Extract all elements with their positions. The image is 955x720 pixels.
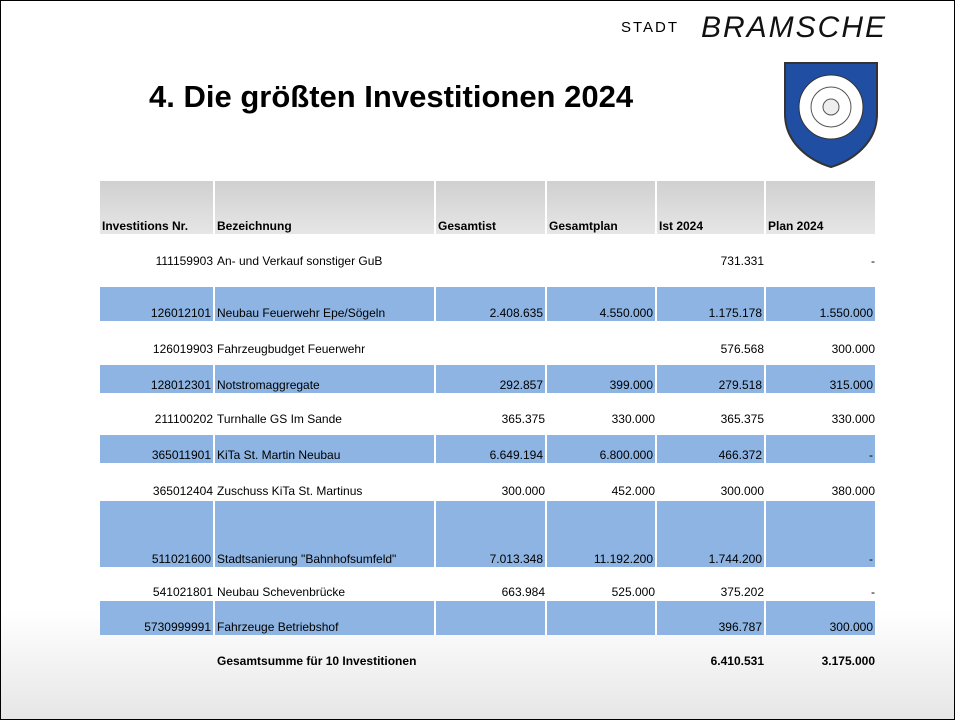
- table-cell: 111159903: [155, 254, 213, 268]
- slide-title: 4. Die größten Investitionen 2024: [149, 79, 634, 114]
- table-cell: [547, 337, 657, 357]
- table-cell: 663.984: [501, 585, 545, 599]
- total-cell: 3.175.000: [821, 654, 875, 668]
- table-cell: 6.800.000: [547, 435, 657, 463]
- table-cell: 1.744.200: [657, 501, 766, 567]
- table-cell: 330.000: [831, 412, 875, 426]
- table-cell: 128012301: [100, 365, 215, 393]
- table-cell: [436, 601, 547, 635]
- table-cell: [547, 247, 657, 269]
- table-cell: Notstromaggregate: [215, 365, 436, 393]
- table-cell: 7.013.348: [436, 501, 547, 567]
- table-cell: 126019903: [152, 342, 213, 356]
- table-cell: 511021600: [100, 501, 215, 567]
- table-cell: 11.192.200: [547, 501, 657, 567]
- table-cell: 5730999991: [100, 601, 215, 635]
- table-cell: 315.000: [766, 365, 877, 393]
- table-cell: 1.175.178: [657, 287, 766, 321]
- table-cell: 365.375: [501, 412, 545, 426]
- table-cell: -: [871, 585, 875, 599]
- table-cell: 466.372: [657, 435, 766, 463]
- table-cell: 380.000: [831, 484, 875, 498]
- table-cell: 4.550.000: [547, 287, 657, 321]
- table-cell: 525.000: [611, 585, 655, 599]
- table-cell: 731.331: [720, 254, 764, 268]
- table-cell: 126012101: [100, 287, 215, 321]
- table-cell: 211100202: [154, 412, 213, 426]
- column-header: Investitions Nr.: [100, 181, 215, 234]
- table-cell: 292.857: [436, 365, 547, 393]
- table-cell: Fahrzeuge Betriebshof: [215, 601, 436, 635]
- table-cell: [436, 247, 547, 269]
- table-cell: Zuschuss KiTa St. Martinus: [217, 484, 363, 498]
- table-cell: -: [766, 435, 877, 463]
- table-cell: 6.649.194: [436, 435, 547, 463]
- column-header: Ist 2024: [657, 181, 766, 234]
- table-cell: 365012404: [152, 484, 213, 498]
- table-cell: 279.518: [657, 365, 766, 393]
- table-cell: 300.000: [831, 342, 875, 356]
- table-cell: Stadtsanierung "Bahnhofsumfeld": [215, 501, 436, 567]
- table-cell: 330.000: [611, 412, 655, 426]
- column-header: Gesamtplan: [547, 181, 657, 234]
- brand-name: BRAMSCHE: [701, 11, 888, 44]
- table-cell: -: [766, 501, 877, 567]
- table-cell: 576.568: [720, 342, 764, 356]
- table-cell: [547, 601, 657, 635]
- table-cell: Fahrzeugbudget Feuerwehr: [217, 342, 366, 356]
- column-header: Bezeichnung: [215, 181, 436, 234]
- table-cell: 541021801: [152, 585, 213, 599]
- table-cell: -: [871, 254, 875, 268]
- table-cell: [436, 337, 547, 357]
- total-cell: 6.410.531: [710, 654, 764, 668]
- total-cell: [100, 644, 215, 669]
- table-cell: 300.000: [766, 601, 877, 635]
- table-cell: Neubau Schevenbrücke: [217, 585, 346, 599]
- table-cell: An- und Verkauf sonstiger GuB: [217, 254, 383, 268]
- table-cell: 375.202: [720, 585, 764, 599]
- table-cell: 365011901: [100, 435, 215, 463]
- table-cell: 452.000: [611, 484, 655, 498]
- table-cell: 2.408.635: [436, 287, 547, 321]
- table-cell: 365.375: [720, 412, 764, 426]
- table-cell: Neubau Feuerwehr Epe/Sögeln: [215, 287, 436, 321]
- table-cell: KiTa St. Martin Neubau: [215, 435, 436, 463]
- total-cell: [436, 644, 547, 669]
- brand-stadt: STADT: [621, 19, 680, 36]
- column-header: Gesamtist: [436, 181, 547, 234]
- table-cell: 396.787: [657, 601, 766, 635]
- table-cell: 300.000: [720, 484, 764, 498]
- total-cell: [547, 644, 657, 669]
- column-header: Plan 2024: [766, 181, 877, 234]
- table-cell: Turnhalle GS Im Sande: [217, 412, 342, 426]
- coat-of-arms: [784, 62, 878, 169]
- total-cell: Gesamtsumme für 10 Investitionen: [217, 654, 417, 668]
- table-cell: 1.550.000: [766, 287, 877, 321]
- table-cell: 399.000: [547, 365, 657, 393]
- table-cell: 300.000: [501, 484, 545, 498]
